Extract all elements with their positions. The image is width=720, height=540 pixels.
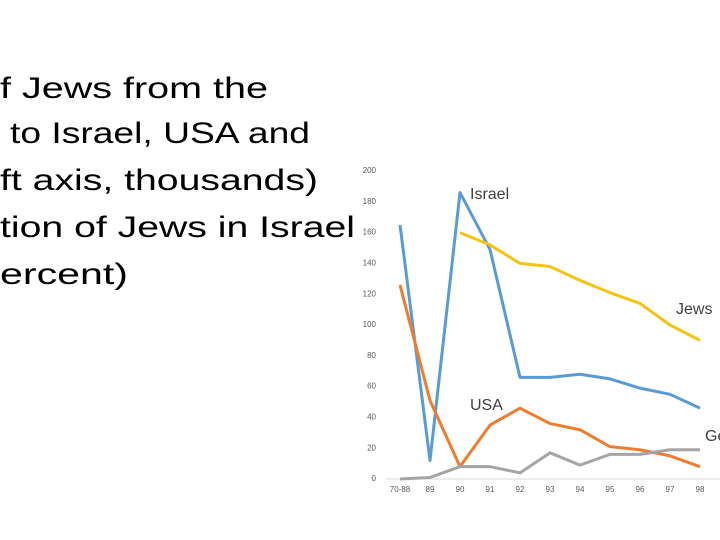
y-tick-label: 0: [372, 474, 377, 483]
series-label: Jews: [676, 301, 712, 318]
x-tick-label: 70-88: [390, 485, 411, 494]
y-tick-label: 180: [363, 197, 377, 206]
y-tick-label: 140: [363, 259, 377, 268]
series-label: Ge: [705, 428, 720, 445]
x-tick-label: 92: [516, 485, 525, 494]
y-tick-label: 40: [367, 413, 376, 422]
x-tick-label: 90: [456, 485, 465, 494]
y-tick-label: 200: [363, 166, 377, 175]
x-tick-label: 96: [636, 485, 645, 494]
y-tick-label: 120: [363, 289, 377, 298]
title-line: f Jews from the: [0, 72, 268, 105]
series-line: [399, 448, 700, 481]
series-label: Israel: [470, 186, 509, 203]
y-tick-label: 20: [367, 443, 376, 452]
y-tick-label: 80: [367, 351, 376, 360]
series-line: [398, 284, 701, 469]
x-tick-label: 97: [666, 485, 675, 494]
x-tick-label: 89: [426, 485, 435, 494]
title-line: ft axis, thousands): [0, 164, 318, 197]
title-line: ercent): [0, 258, 128, 291]
y-tick-label: 100: [363, 320, 377, 329]
x-tick-label: 98: [696, 485, 705, 494]
series-line: [459, 231, 701, 342]
x-tick-label: 91: [486, 485, 495, 494]
x-tick-label: 95: [606, 485, 615, 494]
x-tick-label: 94: [576, 485, 585, 494]
series-label: USA: [470, 397, 503, 414]
y-tick-label: 60: [367, 382, 376, 391]
series-line: [398, 191, 701, 463]
title-line: to Israel, USA and: [10, 117, 310, 150]
x-tick-label: 93: [546, 485, 555, 494]
title-line: tion of Jews in Israel: [0, 211, 355, 244]
y-tick-label: 160: [363, 228, 377, 237]
